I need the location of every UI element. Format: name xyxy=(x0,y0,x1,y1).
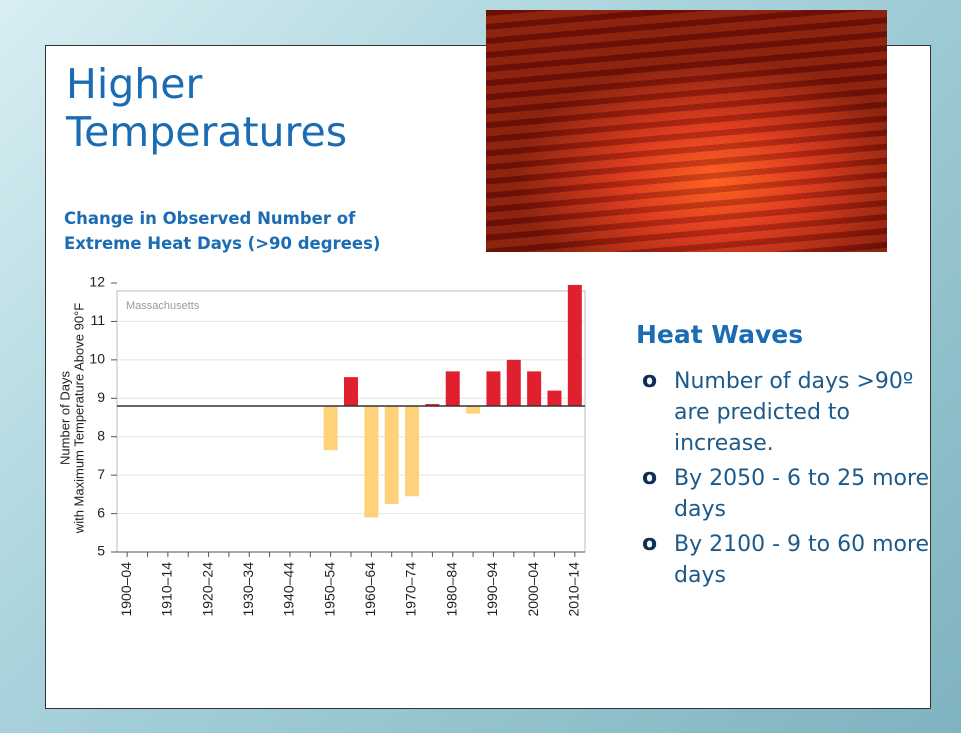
bar xyxy=(344,377,358,406)
x-tick-label: 2000–04 xyxy=(525,562,541,617)
y-tick-label: 5 xyxy=(97,543,105,559)
bar xyxy=(506,359,521,406)
bullet: By 2100 - 9 to 60 more days xyxy=(640,528,930,591)
x-tick-label: 1980–84 xyxy=(443,562,459,617)
bar xyxy=(466,405,481,414)
bar xyxy=(547,390,562,406)
bar xyxy=(323,405,338,451)
y-tick-label: 8 xyxy=(97,427,105,443)
plot-frame xyxy=(116,290,586,553)
x-tick-label: 2010–14 xyxy=(566,562,582,617)
bar xyxy=(527,371,542,406)
y-tick-label: 12 xyxy=(89,274,105,290)
bullet: Number of days >90º are predicted to inc… xyxy=(640,365,930,459)
x-tick-label: 1950–54 xyxy=(321,562,337,617)
y-tick-label: 11 xyxy=(90,312,105,328)
y-tick-label: 9 xyxy=(97,389,105,405)
bullet: By 2050 - 6 to 25 more days xyxy=(640,462,930,525)
y-tick-label: 7 xyxy=(97,466,105,482)
x-tick-label: 1930–34 xyxy=(240,562,256,617)
x-tick-label: 1900–04 xyxy=(118,562,134,617)
bar xyxy=(567,284,582,406)
x-tick-label: 1910–14 xyxy=(159,562,175,617)
y-tick-label: 6 xyxy=(97,504,105,520)
photo-clouds xyxy=(486,10,887,252)
x-tick-label: 1970–74 xyxy=(403,562,419,617)
x-tick-label: 1990–94 xyxy=(484,562,500,617)
slide-title: Higher Temperatures xyxy=(66,60,348,156)
sunset-photo xyxy=(486,10,887,252)
x-tick-label: 1920–24 xyxy=(199,562,215,617)
x-tick-label: 1940–44 xyxy=(281,562,297,617)
y-axis-label: with Maximum Temperature Above 90°F xyxy=(71,303,86,534)
annotation: Massachusetts xyxy=(126,300,200,312)
y-axis-label: Number of Days xyxy=(57,371,72,465)
bar xyxy=(445,371,460,406)
bullet-list: Number of days >90º are predicted to inc… xyxy=(640,365,930,595)
bar xyxy=(364,405,379,518)
x-tick-label: 1960–64 xyxy=(362,562,378,617)
y-tick-label: 10 xyxy=(89,351,105,367)
chart-subtitle: Change in Observed Number of Extreme Hea… xyxy=(64,209,381,253)
section-heading: Heat Waves xyxy=(636,320,804,349)
bar xyxy=(384,405,399,504)
bar xyxy=(425,404,440,406)
bar xyxy=(405,405,420,497)
bar xyxy=(486,371,501,406)
